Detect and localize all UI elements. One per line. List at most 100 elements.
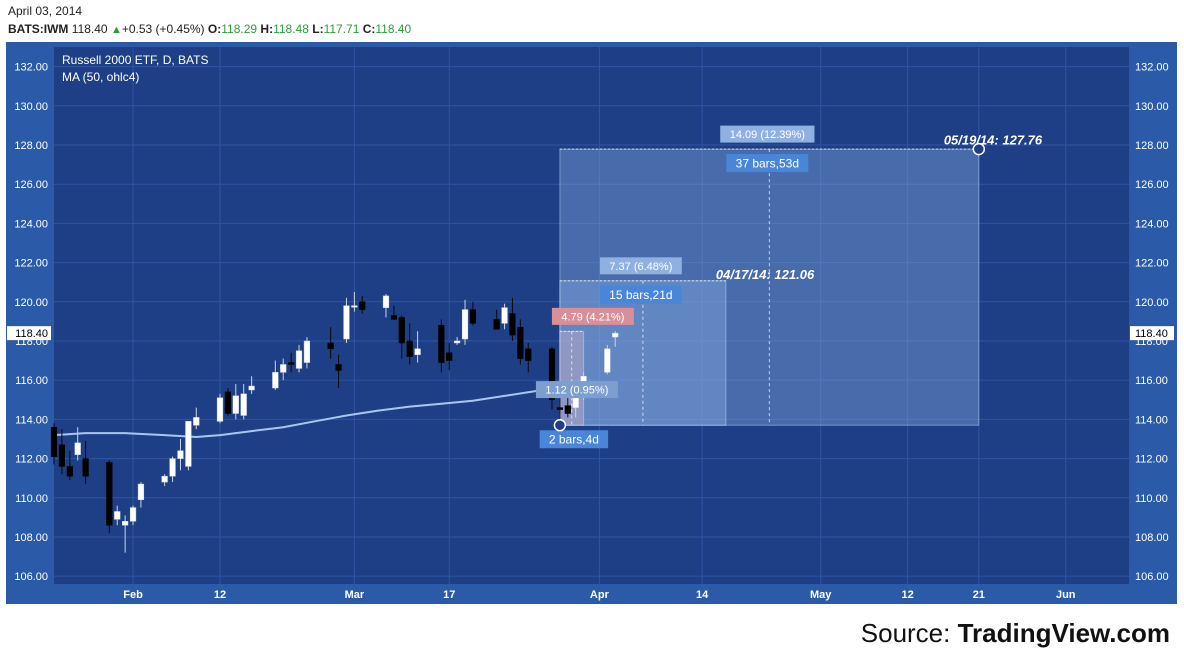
close-value: 118.40: [375, 22, 412, 36]
projection-change-label-group: 4.79 (4.21%): [551, 307, 634, 325]
projection-change-label: 14.09 (12.39%): [730, 129, 805, 141]
candle-bearish: [493, 309, 500, 330]
price-target-annotation: 05/19/14: 127.76: [944, 133, 1043, 148]
candle-bearish: [438, 319, 445, 373]
candle-body: [161, 475, 168, 483]
price-tick-label-right: 124.00: [1135, 218, 1169, 230]
candles: [50, 291, 619, 553]
candle-body: [509, 313, 516, 336]
candle-bearish: [469, 301, 477, 326]
price-tick-label-left: 108.00: [14, 532, 48, 544]
candle-bearish: [390, 305, 397, 320]
candle-bearish: [564, 395, 571, 418]
projection-duration-label: 15 bars,21d: [609, 288, 672, 302]
price-tick-label-left: 128.00: [14, 140, 48, 152]
projection-duration-label: 37 bars,53d: [736, 156, 799, 170]
candle-bullish: [414, 331, 421, 363]
candle-body: [137, 483, 145, 500]
price-tick-label-right: 122.00: [1135, 258, 1169, 270]
price-tick-label-right: 106.00: [1135, 571, 1169, 583]
price-tick-label-left: 110.00: [15, 493, 48, 505]
candle-body: [501, 307, 508, 324]
projection-change-label-bg: [535, 381, 618, 399]
candle-body: [66, 466, 73, 477]
projection-duration-label: 2 bars,4d: [549, 433, 599, 447]
time-tick-label: Jun: [1056, 589, 1076, 601]
time-tick-label: Apr: [590, 589, 610, 601]
candle-body: [177, 450, 184, 459]
last-price-badge-left-bg: [7, 326, 51, 341]
candle-body: [303, 340, 311, 363]
candle-bullish: [216, 393, 224, 424]
candle-bullish: [295, 344, 303, 373]
candle-body: [240, 393, 247, 416]
projection-duration-label-bg: [539, 430, 609, 449]
candle-bearish: [58, 429, 65, 475]
low-label: L:: [312, 22, 324, 36]
candle-bearish: [556, 397, 563, 420]
candle-bullish: [240, 384, 247, 420]
candle-bearish: [548, 346, 556, 410]
candle-body: [398, 317, 405, 344]
time-tick-label: 21: [973, 589, 985, 601]
open-label: O:: [207, 22, 222, 36]
candle-bullish: [604, 344, 611, 375]
candle-body: [58, 444, 65, 467]
price-target-annotation: 04/17/14: 121.06: [716, 267, 815, 282]
source-prefix: Source:: [860, 618, 958, 648]
candle-bullish: [74, 427, 81, 461]
candle-bearish: [106, 460, 113, 534]
chart-date: April 03, 2014: [8, 4, 83, 18]
candle-bullish: [193, 407, 200, 430]
candle-bullish: [351, 291, 358, 312]
candle-bearish: [50, 423, 58, 465]
candle-body: [280, 364, 287, 373]
source-credit: Source: TradingView.com: [861, 618, 1170, 649]
candle-body: [446, 352, 453, 361]
projection-duration-label-group: 2 bars,4d: [539, 430, 609, 449]
close-label: C:: [362, 22, 376, 36]
price-tick-label-left: 116.00: [15, 375, 48, 387]
projection-duration-label-bg: [726, 154, 809, 173]
candle-body: [106, 462, 113, 526]
candle-bearish: [224, 388, 231, 416]
chart-title: Russell 2000 ETF, D, BATS: [62, 53, 209, 67]
last-price-badge-right-bg: [1130, 326, 1174, 341]
candle-body: [82, 458, 89, 477]
projection-change-label-group: 1.12 (0.95%): [535, 381, 618, 399]
price-tick-label-right: 126.00: [1135, 179, 1169, 191]
projection-duration-label-group: 37 bars,53d: [726, 154, 809, 173]
candle-bullish: [129, 505, 137, 526]
candle-bullish: [232, 384, 239, 420]
quote-line: BATS:IWM 118.40 ▲+0.53 (+0.45%) O:118.29…: [8, 22, 411, 36]
moving-average: [53, 389, 560, 439]
candle-body: [295, 350, 303, 369]
price-tick-label-left: 106.00: [14, 571, 48, 583]
price-tick-label-right: 132.00: [1135, 62, 1169, 74]
symbol-label[interactable]: BATS:IWM: [8, 22, 69, 36]
price-tick-label-right: 110.00: [1135, 493, 1168, 505]
candle-bearish: [509, 297, 516, 341]
candle-bearish: [359, 295, 366, 314]
candle-body: [493, 319, 500, 330]
last-price: 118.40: [71, 22, 108, 36]
price-tick-label-left: 132.00: [14, 62, 48, 74]
candle-body: [461, 309, 469, 340]
projection-end-point: [972, 142, 986, 156]
indicator-label: MA (50, ohlc4): [62, 70, 139, 84]
time-tick-label: 12: [902, 589, 914, 601]
candle-bearish: [82, 440, 89, 485]
price-tick-label-left: 122.00: [14, 258, 48, 270]
projection-duration-label-bg: [599, 285, 682, 304]
candle-body: [469, 309, 477, 324]
price-tick-label-right: 114.00: [1135, 414, 1168, 426]
candle-body: [335, 364, 342, 371]
candle-bullish: [122, 515, 129, 553]
candle-bearish: [406, 323, 413, 365]
time-tick-label: 17: [443, 589, 455, 601]
candle-bullish: [382, 293, 390, 318]
candle-body: [517, 327, 524, 359]
projection-start-point: [553, 419, 567, 432]
candle-bearish: [446, 342, 453, 371]
